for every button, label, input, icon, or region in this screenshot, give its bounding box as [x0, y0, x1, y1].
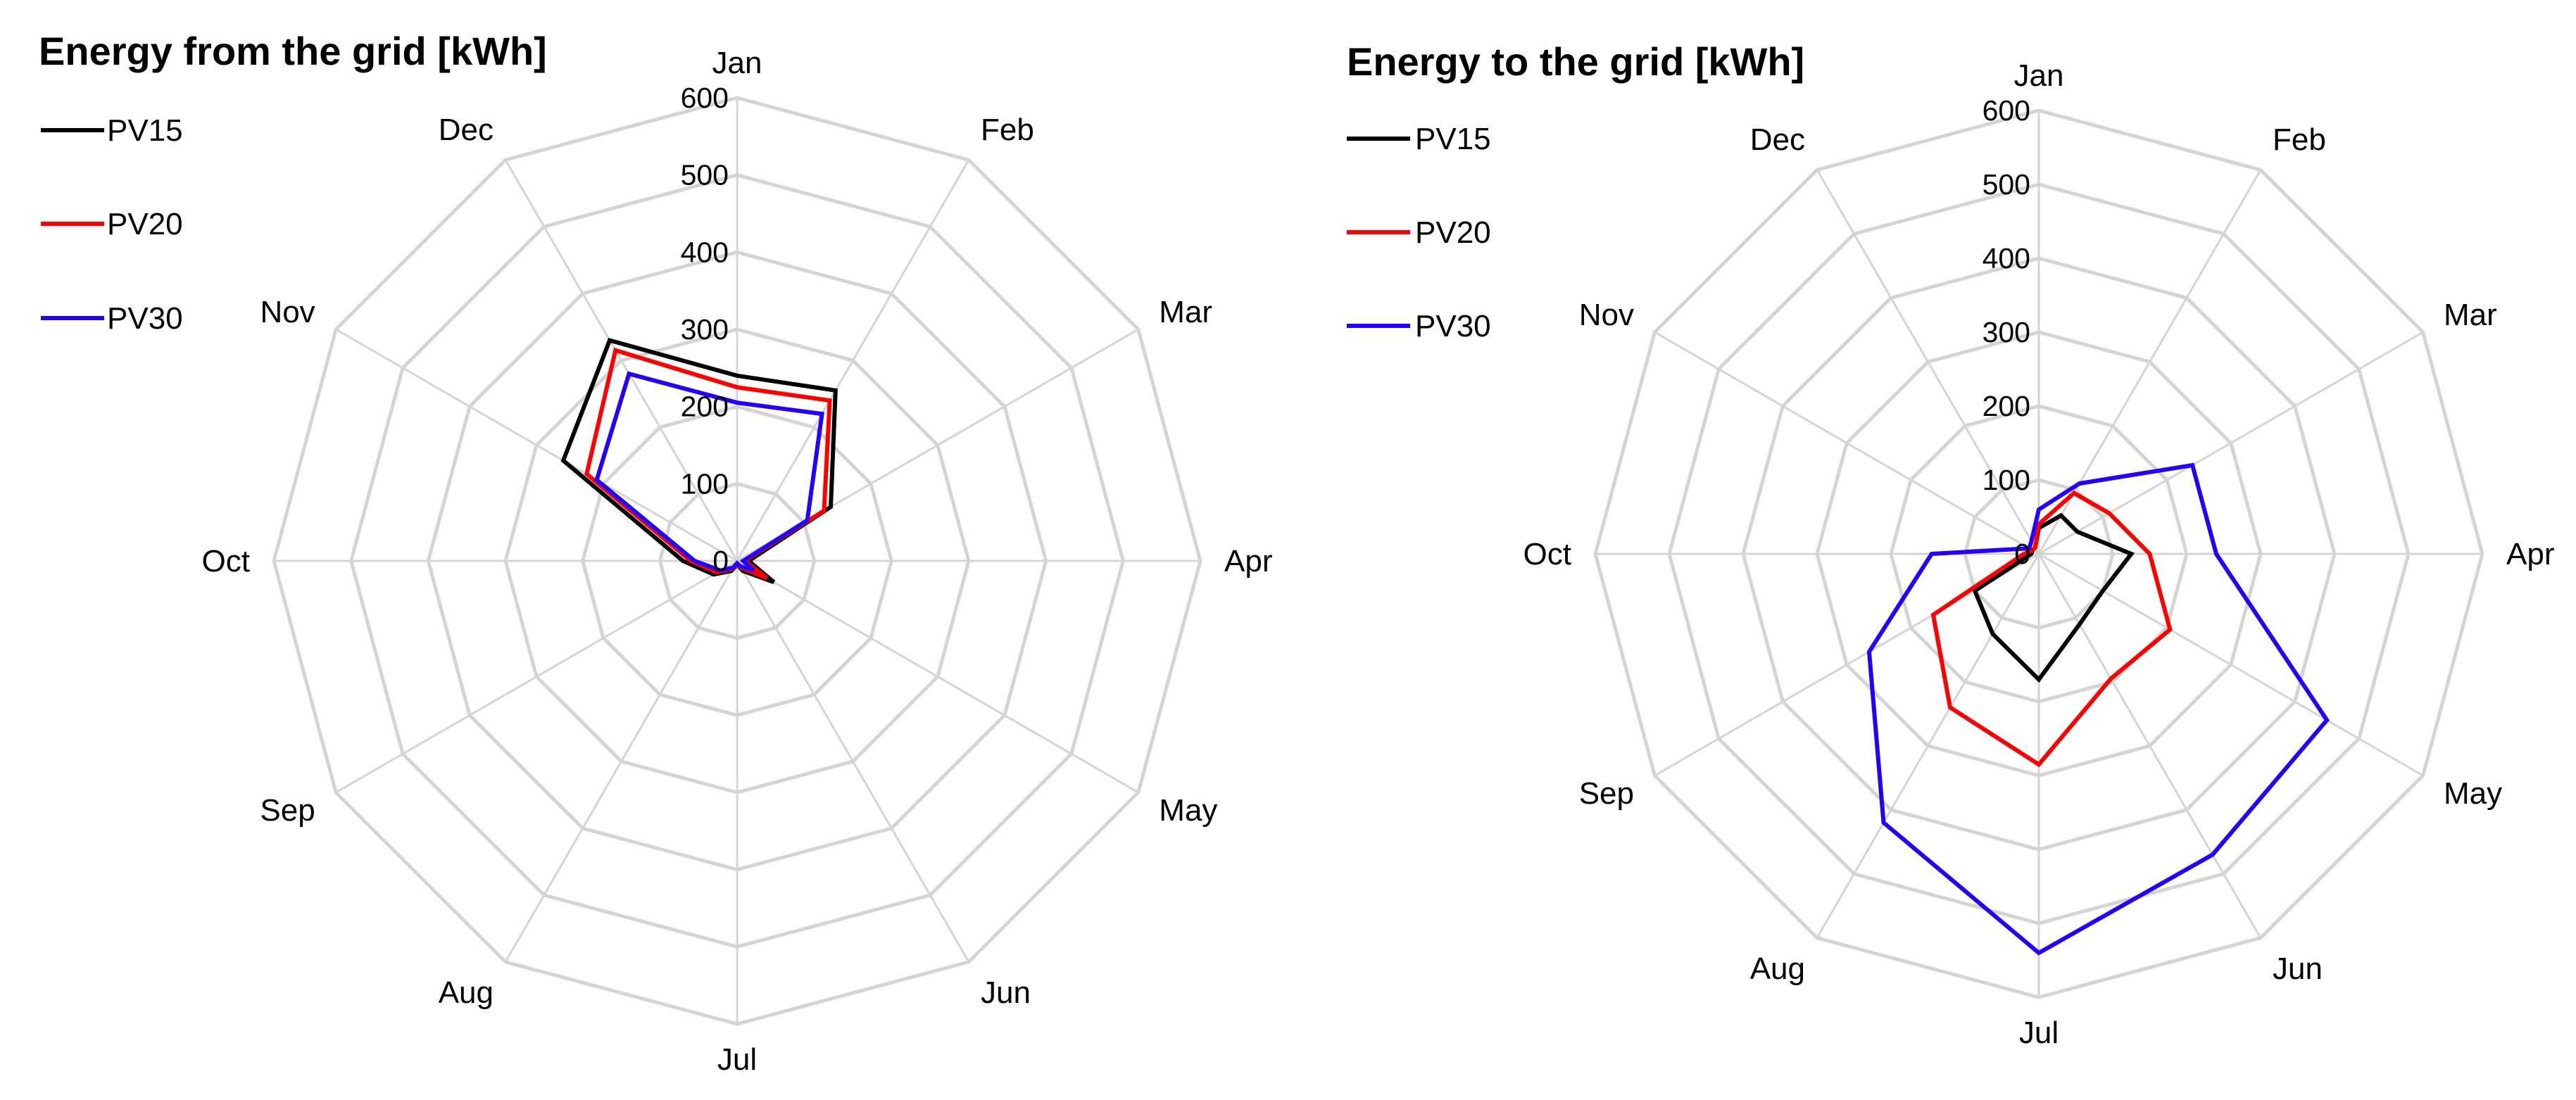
r-tick-label: 500 — [1983, 168, 2030, 201]
category-label: Sep — [1579, 776, 1634, 811]
legend-label: PV20 — [107, 207, 183, 241]
category-label: Apr — [2506, 537, 2554, 571]
category-label: Nov — [260, 295, 315, 329]
grid-ring — [1741, 256, 2337, 852]
r-tick-label: 500 — [681, 159, 729, 191]
grid-ring — [272, 96, 1202, 1026]
legend: PV15 PV20 PV30 — [41, 113, 183, 336]
chart-title: Energy to the grid [kWh] — [1347, 39, 1804, 84]
r-tick-label: 100 — [681, 467, 729, 500]
grid-ring — [1815, 330, 2263, 778]
category-label: Aug — [1750, 952, 1805, 986]
r-tick-label: 0 — [712, 545, 729, 577]
r-tick-label: 200 — [1983, 390, 2030, 422]
category-label: Jan — [712, 46, 762, 80]
series-pv30 — [1866, 462, 2330, 956]
grid-ring — [503, 327, 971, 795]
category-label: Mar — [1159, 295, 1212, 329]
category-label: Jan — [2014, 58, 2064, 93]
legend-label: PV20 — [1415, 215, 1491, 250]
r-tick-label: 300 — [1983, 316, 2030, 348]
legend-item: PV15 — [41, 113, 183, 148]
series-pv30 — [594, 371, 824, 573]
grid-ring — [1963, 478, 2115, 630]
chart-energy-from-grid: Energy from the grid [kWh] PV15 PV20 PV3… — [39, 29, 1272, 1077]
legend-item: PV30 — [1347, 309, 1491, 343]
category-label: Oct — [1523, 537, 1571, 571]
category-label: Nov — [1579, 298, 1634, 332]
grid-ring — [1889, 404, 2189, 704]
category-label: May — [1159, 793, 1217, 828]
category-label: Jun — [2273, 952, 2323, 986]
legend-item: PV30 — [41, 301, 183, 336]
r-tick-label: 200 — [681, 391, 729, 423]
grid-ring — [426, 250, 1048, 872]
category-label: Mar — [2444, 298, 2497, 332]
grid-ring — [1667, 182, 2411, 925]
r-tick-label: 400 — [681, 236, 729, 268]
category-label: Sep — [260, 793, 315, 828]
grid-ring — [1593, 108, 2484, 999]
legend-label: PV15 — [1415, 122, 1491, 156]
category-label: Jul — [2019, 1016, 2059, 1050]
chart-energy-to-grid: Energy to the grid [kWh] PV15 PV20 PV30 … — [1347, 39, 2554, 1050]
r-tick-label: 600 — [681, 82, 729, 114]
category-label: Dec — [439, 113, 494, 147]
category-label: Aug — [439, 975, 494, 1010]
series-pv20 — [1930, 490, 2173, 768]
category-label: Oct — [202, 544, 250, 579]
grid-ring — [349, 173, 1125, 949]
category-label: May — [2444, 776, 2502, 811]
legend-label: PV30 — [107, 301, 183, 336]
legend-label: PV15 — [107, 113, 183, 148]
r-tick-label: 0 — [2014, 538, 2030, 570]
category-label: Feb — [2273, 122, 2326, 157]
legend: PV15 PV20 PV30 — [1347, 122, 1491, 343]
legend-item: PV20 — [1347, 215, 1491, 250]
r-tick-label: 600 — [1983, 94, 2030, 127]
r-tick-label: 300 — [681, 313, 729, 346]
category-label: Feb — [981, 113, 1034, 147]
legend-item: PV15 — [1347, 122, 1491, 156]
legend-item: PV20 — [41, 207, 183, 241]
category-label: Apr — [1224, 544, 1272, 579]
r-tick-label: 100 — [1983, 464, 2030, 496]
category-label: Dec — [1750, 122, 1805, 157]
legend-label: PV30 — [1415, 309, 1491, 343]
category-label: Jul — [717, 1042, 757, 1077]
r-tick-label: 400 — [1983, 242, 2030, 274]
category-label: Jun — [981, 975, 1031, 1010]
chart-title: Energy from the grid [kWh] — [39, 29, 547, 73]
